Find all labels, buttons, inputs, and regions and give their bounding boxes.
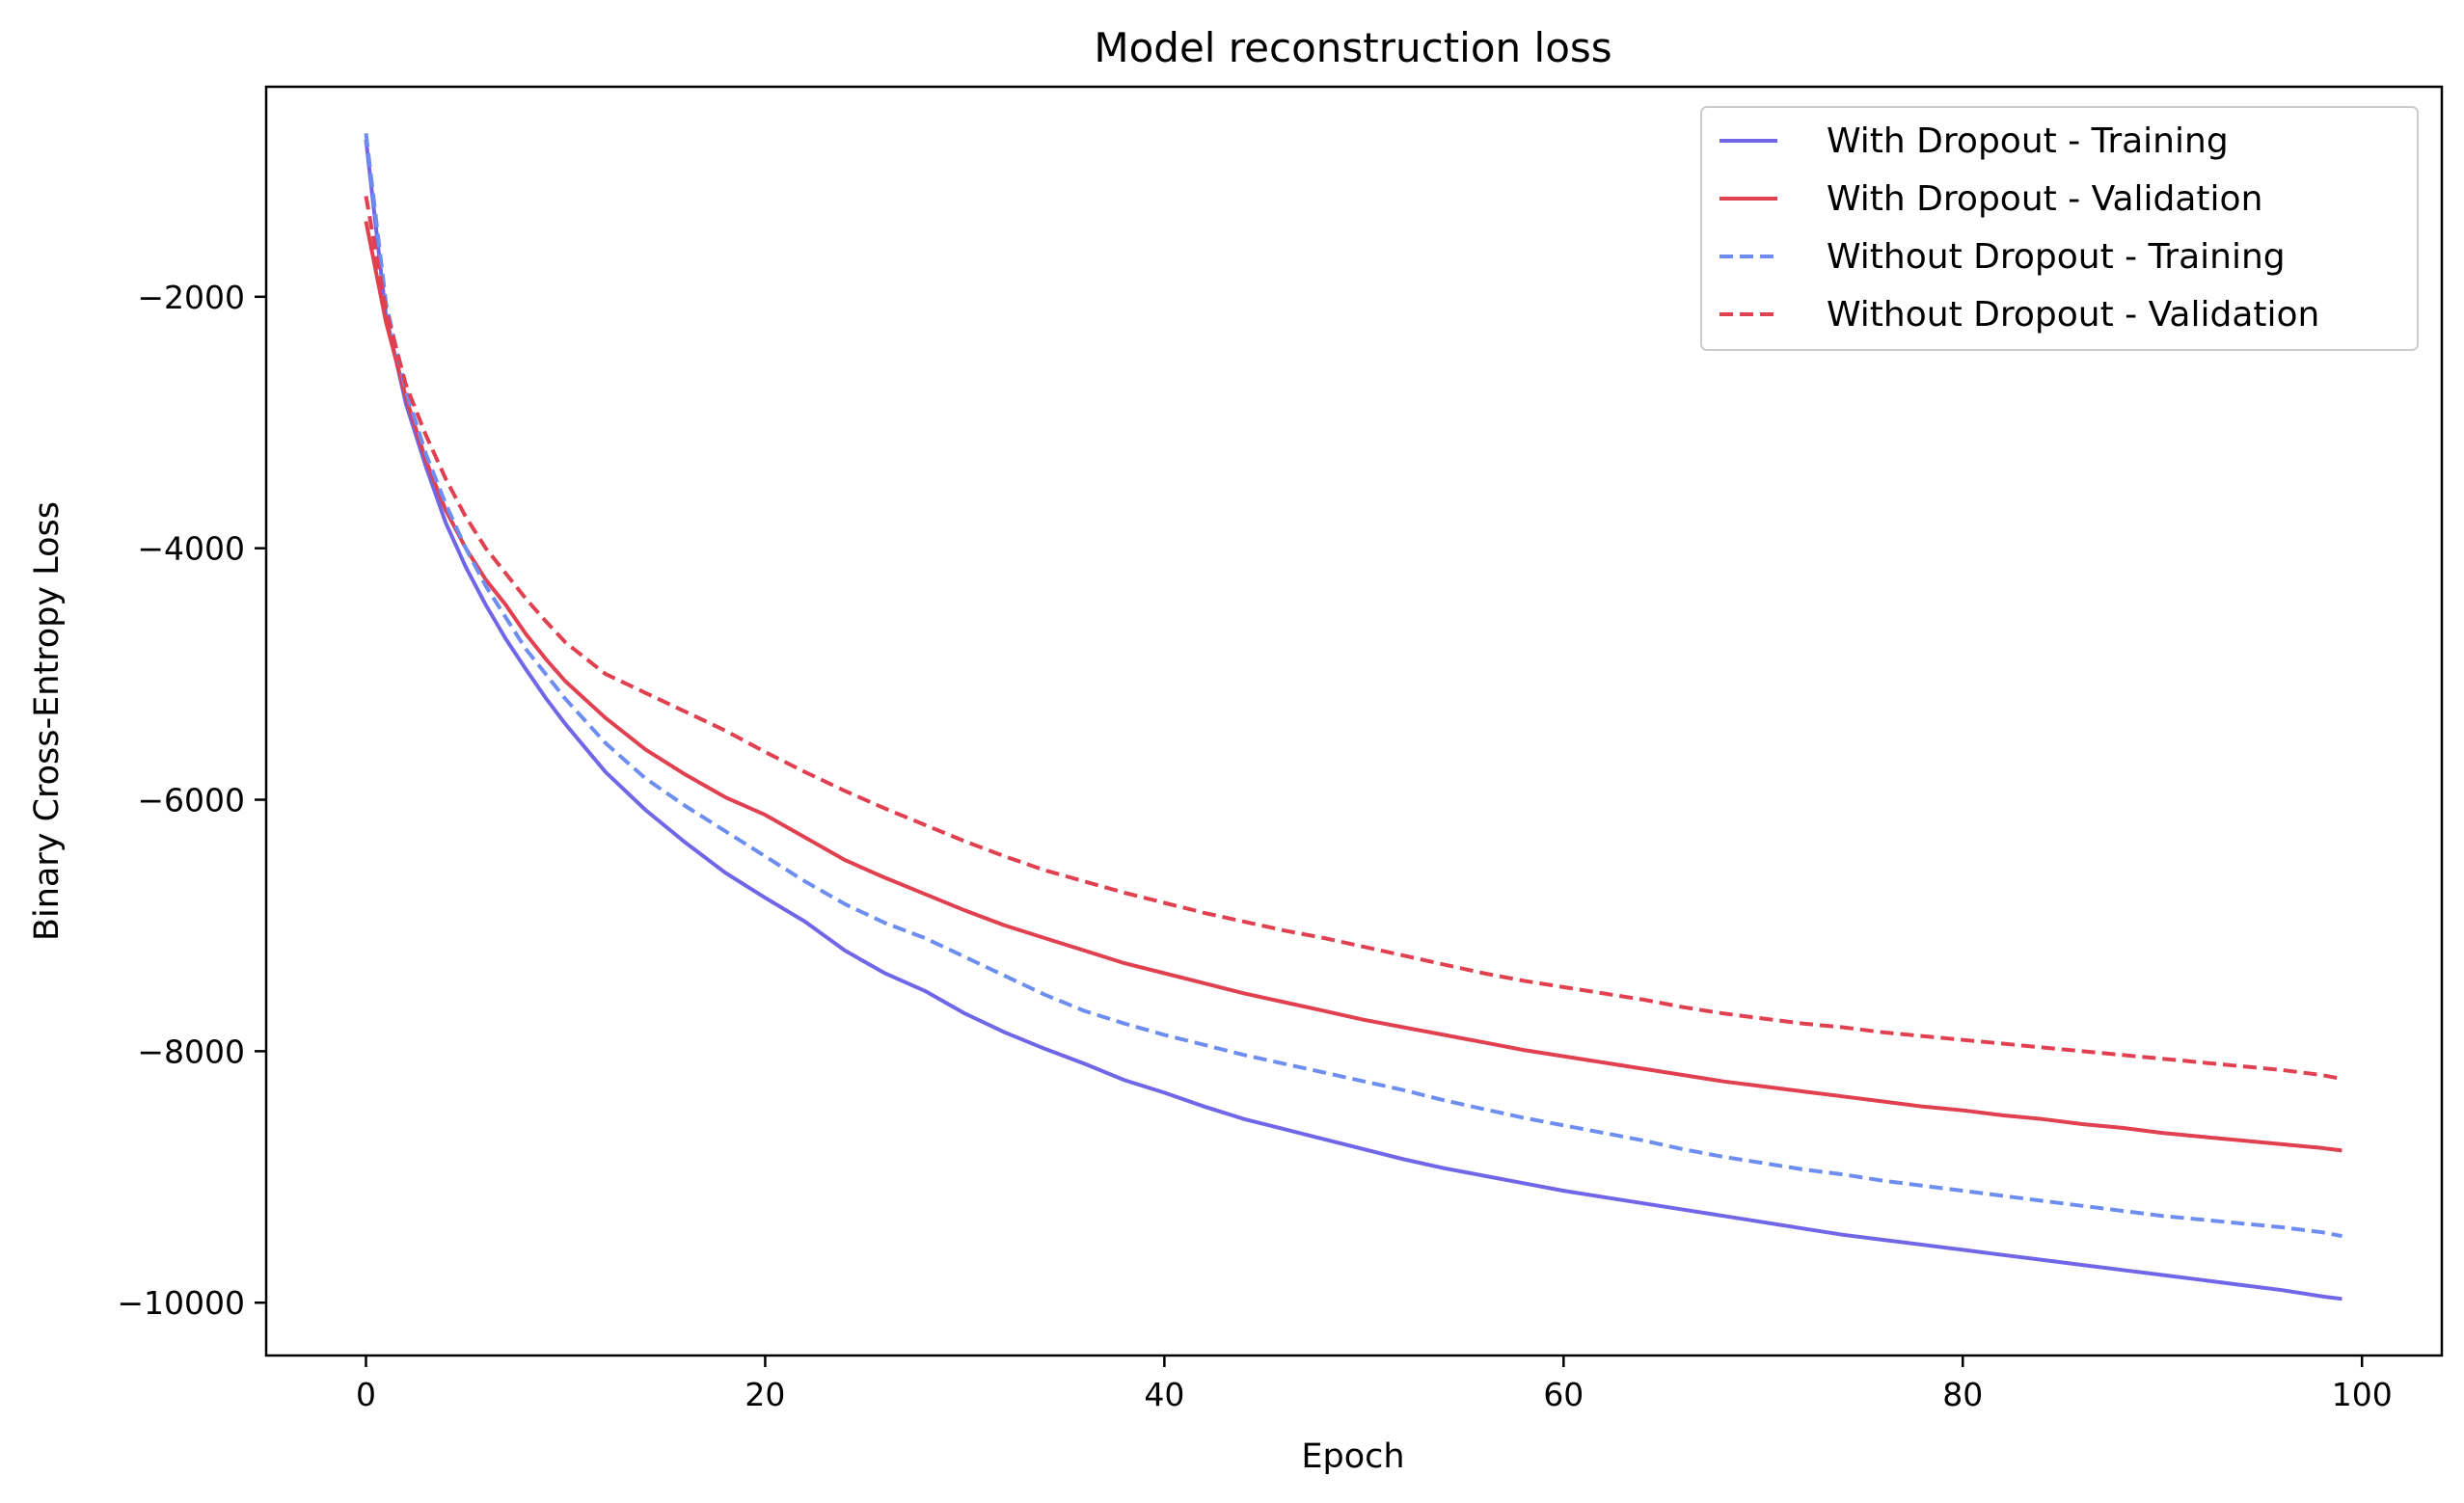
x-tick-label: 100 — [2332, 1376, 2393, 1413]
y-tick-label: −2000 — [137, 279, 245, 316]
y-tick-label: −8000 — [137, 1033, 245, 1070]
x-tick-label: 20 — [745, 1376, 785, 1413]
series-line-1 — [364, 139, 2342, 1302]
legend-label: Without Dropout - Training — [1827, 237, 2286, 277]
x-tick-label: 80 — [1942, 1376, 1983, 1413]
legend-label: With Dropout - Training — [1827, 121, 2229, 161]
x-axis-title: Epoch — [1301, 1437, 1404, 1476]
y-axis-title: Binary Cross-Entropy Loss — [28, 501, 67, 941]
series-line-3 — [364, 133, 2342, 1239]
y-tick-label: −6000 — [137, 782, 245, 819]
chart-title: Model reconstruction loss — [1094, 24, 1611, 71]
plot-frame — [264, 85, 2444, 1357]
x-tick-label: 40 — [1144, 1376, 1184, 1413]
legend-label: Without Dropout - Validation — [1827, 295, 2319, 335]
series-line-4 — [364, 196, 2342, 1082]
y-axis: −10000 −8000 −6000 −4000 −2000 — [117, 279, 266, 1322]
legend: With Dropout - Training With Dropout - Va… — [1700, 106, 2419, 351]
plot-area — [264, 85, 2444, 1357]
legend-label: With Dropout - Validation — [1827, 179, 2262, 219]
x-tick-label: 0 — [356, 1376, 376, 1413]
y-tick-label: −4000 — [137, 530, 245, 568]
y-tick-label: −10000 — [117, 1284, 245, 1322]
legend-items: With Dropout - Training With Dropout - Va… — [1719, 121, 2319, 335]
series-layer — [364, 133, 2342, 1302]
series-line-2 — [364, 221, 2342, 1153]
legend-box — [1700, 106, 2419, 351]
x-axis: 0 20 40 60 80 100 — [356, 1355, 2393, 1413]
x-tick-label: 60 — [1543, 1376, 1584, 1413]
